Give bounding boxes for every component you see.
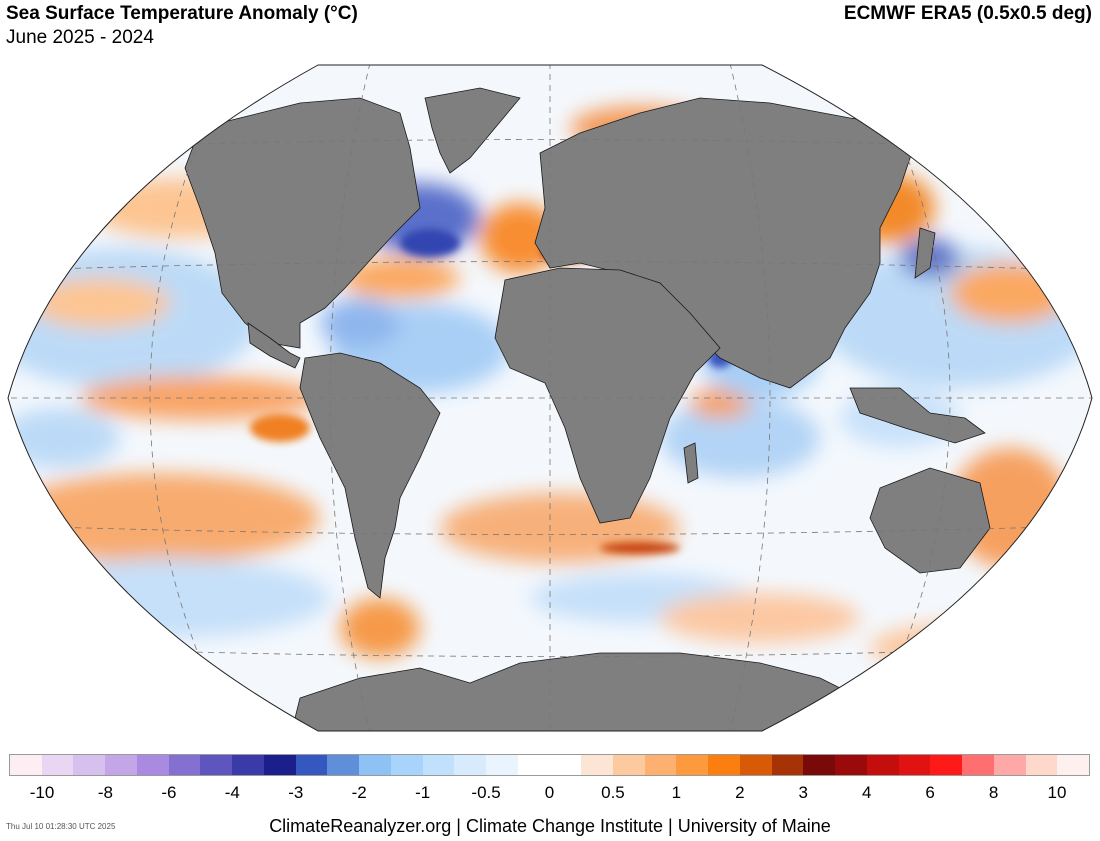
- color-swatch: [422, 755, 455, 775]
- color-scale-ticks: -10 -8 -6 -4 -3 -2 -1 -0.5 0 0.5 1 2 3 4 6 8 10: [0, 783, 1100, 807]
- color-swatch: [200, 755, 233, 775]
- color-swatch: [549, 755, 582, 775]
- south-america-landmass: [299, 352, 441, 599]
- dataset-label: ECMWF ERA5 (0.5x0.5 deg): [843, 3, 1092, 24]
- color-swatch: [390, 755, 423, 775]
- color-swatch: [517, 755, 550, 775]
- color-swatch: [962, 755, 994, 775]
- color-swatch: [1025, 755, 1058, 775]
- color-swatch: [263, 755, 296, 775]
- color-scale-tick-label: 2: [735, 783, 745, 802]
- color-swatch: [295, 755, 328, 775]
- japan-landmass: [914, 227, 936, 279]
- color-scale-tick-label: 4: [861, 783, 872, 802]
- color-scale-tick-label: 3: [798, 783, 808, 802]
- credit-line: ClimateReanalyzer.org | Climate Change I…: [269, 816, 831, 836]
- color-swatch: [105, 755, 137, 775]
- color-swatch: [41, 755, 74, 775]
- color-swatch: [739, 755, 772, 775]
- color-scale-tick-label: -10: [29, 783, 55, 802]
- color-scale-tick-label: 6: [925, 783, 935, 802]
- color-swatch: [676, 755, 709, 775]
- color-scale-tick-label: 0: [544, 783, 555, 802]
- north-america-landmass: [184, 97, 421, 349]
- land-masses: [184, 87, 1021, 731]
- graticule-lat-60n: [119, 139, 981, 147]
- graticule-lat-60s: [119, 649, 981, 657]
- graticule-meridian-w120: [149, 67, 231, 729]
- color-scale-tick-label: 0.5: [601, 783, 625, 802]
- eurasia-landmass: [534, 97, 921, 389]
- graticule-meridian-e120: [869, 67, 951, 729]
- southeast-asia-islands: [849, 387, 986, 444]
- graticule-lat-30s: [19, 525, 1081, 535]
- color-scale-tick-label: -0.5: [471, 783, 501, 802]
- color-swatch: [612, 755, 645, 775]
- map-subtitle: June 2025 - 2024: [6, 27, 154, 48]
- globe-outline: [7, 64, 1093, 732]
- color-swatch: [771, 755, 804, 775]
- central-america-landmass: [247, 322, 301, 369]
- color-scale-tick-label: -2: [351, 783, 367, 802]
- color-swatch: [644, 755, 677, 775]
- color-scale-tick-label: 1: [671, 783, 682, 802]
- color-swatch: [232, 755, 264, 775]
- render-timestamp: Thu Jul 10 01:28:30 UTC 2025: [6, 822, 116, 831]
- color-swatch: [993, 755, 1026, 775]
- australia-landmass: [869, 467, 991, 574]
- color-swatch: [581, 755, 613, 775]
- color-scale-tick-label: -8: [97, 783, 113, 802]
- greenland-landmass: [424, 87, 521, 174]
- color-scale-tick-label: 8: [988, 783, 999, 802]
- color-scale-tick-label: -1: [415, 783, 431, 802]
- color-swatch: [454, 755, 487, 775]
- color-scale-tick-label: -6: [161, 783, 177, 802]
- africa-landmass: [494, 267, 721, 524]
- color-swatch: [708, 755, 740, 775]
- antarctica-landmass: [289, 652, 881, 731]
- color-swatch: [10, 755, 42, 775]
- color-swatch: [73, 755, 106, 775]
- world-sst-anomaly-map: [7, 64, 1093, 732]
- color-swatch: [898, 755, 931, 775]
- color-swatch: [168, 755, 201, 775]
- color-scale-tick-label: -3: [288, 783, 304, 802]
- color-swatch: [136, 755, 169, 775]
- color-swatch: [803, 755, 836, 775]
- madagascar-landmass: [683, 442, 699, 484]
- graticule: [8, 65, 1092, 731]
- color-swatch: [359, 755, 391, 775]
- color-swatch: [1057, 755, 1089, 775]
- color-scale-tick-label: 10: [1047, 783, 1067, 802]
- color-swatch: [327, 755, 360, 775]
- color-swatch: [486, 755, 518, 775]
- color-scale-tick-label: -4: [224, 783, 240, 802]
- color-swatch: [835, 755, 867, 775]
- color-swatch: [930, 755, 963, 775]
- color-swatch: [866, 755, 899, 775]
- color-scale-bar: [9, 754, 1090, 776]
- map-title: Sea Surface Temperature Anomaly (°C): [6, 3, 358, 24]
